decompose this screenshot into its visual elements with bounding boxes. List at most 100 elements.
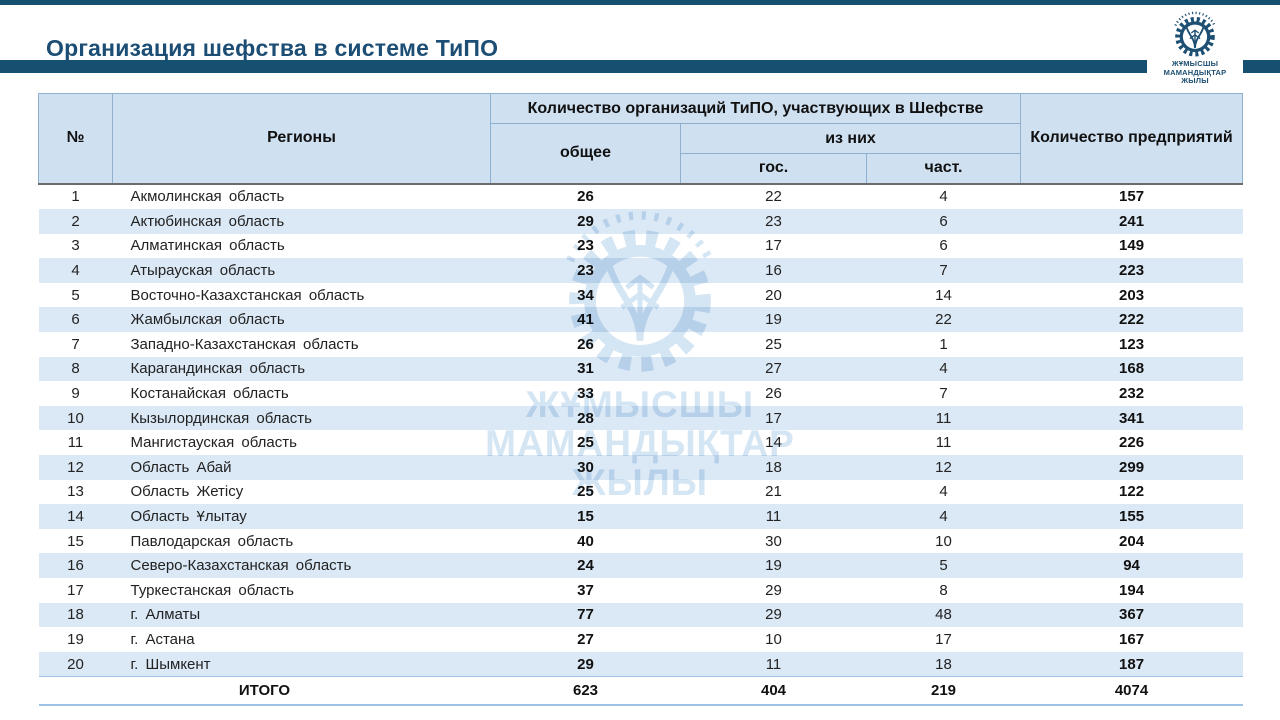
logo-text-line3: ЖЫЛЫ xyxy=(1181,76,1209,85)
cell-state: 17 xyxy=(680,405,867,431)
cell-region: Западно-Казахстанская область xyxy=(130,335,359,353)
col-header-state: гос. xyxy=(680,153,867,185)
cell-total: 26 xyxy=(577,188,594,206)
cell-private: 6 xyxy=(866,209,1021,234)
cell-state: 29 xyxy=(680,602,867,628)
cell-region: Область Ұлытау xyxy=(112,504,491,529)
cell-total: 29 xyxy=(490,209,681,234)
cell-total: 31 xyxy=(490,356,681,382)
header-divider-bar-left xyxy=(0,60,1147,73)
cell-num: 15 xyxy=(67,532,84,550)
cell-state: 11 xyxy=(680,504,867,529)
cell-private: 6 xyxy=(939,237,948,255)
cell-total: 27 xyxy=(577,630,594,648)
cell-state: 21 xyxy=(765,483,782,501)
cell-private: 7 xyxy=(866,258,1021,283)
cell-private: 18 xyxy=(866,651,1021,677)
cell-region: г. Астана xyxy=(130,630,195,648)
top-accent-bar xyxy=(0,0,1280,5)
cell-private: 48 xyxy=(866,602,1021,628)
cell-num: 8 xyxy=(38,356,113,382)
table-row: 7 Западно-Казахстанская область 26 25 1 123 xyxy=(39,332,1243,357)
cell-private: 5 xyxy=(866,553,1021,578)
cell-region: Область Жетісу xyxy=(130,483,244,501)
table-row: 8 Карагандинская область 31 27 4 168 xyxy=(38,356,1243,382)
table-row: 14 Область Ұлытау 15 11 4 155 xyxy=(38,504,1243,529)
col-header-num: № xyxy=(38,93,113,185)
logo-text-line2: МАМАНДЫҚТАР xyxy=(1163,67,1227,77)
cell-region: г. Шымкент xyxy=(112,651,491,677)
cell-num: 7 xyxy=(71,335,80,353)
cell-enterprises: 149 xyxy=(1119,237,1145,255)
cell-enterprises: 203 xyxy=(1119,286,1145,304)
cell-num: 19 xyxy=(67,630,84,648)
cell-state: 19 xyxy=(680,307,867,333)
table-row: 1 Акмолинская область 26 22 4 157 xyxy=(39,184,1243,210)
cell-private: 4 xyxy=(939,188,948,206)
cell-private: 11 xyxy=(935,434,952,452)
cell-total: 28 xyxy=(490,405,681,431)
cell-region: Кызылординская область xyxy=(112,405,491,431)
regions-table-wrap: № Регионы Количество организаций ТиПО, у… xyxy=(38,93,1244,707)
cell-enterprises: 123 xyxy=(1119,335,1145,353)
cell-state: 29 xyxy=(765,581,782,599)
cell-num: 5 xyxy=(71,286,80,304)
cell-private: 22 xyxy=(866,307,1021,333)
col-header-region: Регионы xyxy=(112,93,491,185)
cell-enterprises: 226 xyxy=(1119,434,1145,452)
cell-region: Область Абай xyxy=(112,455,491,480)
page-title: Организация шефства в системе ТиПО xyxy=(46,35,499,62)
table-row: 15 Павлодарская область 40 30 10 204 xyxy=(39,529,1243,554)
table-row: 9 Костанайская область 33 26 7 232 xyxy=(39,381,1243,406)
cell-state: 25 xyxy=(765,335,782,353)
cell-state: 11 xyxy=(680,651,867,677)
cell-enterprises: 157 xyxy=(1119,188,1145,206)
cell-enterprises: 122 xyxy=(1119,483,1145,501)
cell-private: 11 xyxy=(866,405,1021,431)
cell-total: 34 xyxy=(577,286,594,304)
cell-num: 4 xyxy=(38,258,113,283)
cell-total: 26 xyxy=(577,335,594,353)
cell-total: 24 xyxy=(490,553,681,578)
cell-region: Туркестанская область xyxy=(130,581,294,599)
col-header-enterprises: Количество предприятий xyxy=(1020,93,1244,185)
cell-enterprises: 341 xyxy=(1020,405,1243,431)
cell-private: 10 xyxy=(935,532,952,550)
cell-state: 20 xyxy=(765,286,782,304)
cell-enterprises: 167 xyxy=(1119,630,1145,648)
table-row: 16 Северо-Казахстанская область 24 19 5 94 xyxy=(38,553,1243,578)
cell-num: 17 xyxy=(67,581,84,599)
cell-num: 20 xyxy=(38,651,113,677)
cell-num: 2 xyxy=(38,209,113,234)
cell-region: Карагандинская область xyxy=(112,356,491,382)
header-divider-bar-right xyxy=(1243,60,1280,73)
table-row: 13 Область Жетісу 25 21 4 122 xyxy=(39,480,1243,505)
table-body: 1 Акмолинская область 26 22 4 157 2 Актюбинская… xyxy=(38,184,1243,677)
table-row: 12 Область Абай 30 18 12 299 xyxy=(38,455,1243,480)
total-row: ИТОГО 623 404 219 4074 xyxy=(38,676,1243,707)
table-row: 5 Восточно-Казахстанская область 34 20 14 203 xyxy=(39,283,1243,308)
cell-enterprises: 223 xyxy=(1020,258,1243,283)
cell-num: 12 xyxy=(38,455,113,480)
cell-num: 11 xyxy=(67,434,84,452)
cell-region: Мангистауская область xyxy=(130,434,297,452)
cell-enterprises: 94 xyxy=(1020,553,1243,578)
cell-total: 40 xyxy=(577,532,594,550)
cell-state: 16 xyxy=(680,258,867,283)
cell-state: 26 xyxy=(765,385,782,403)
cell-total: 15 xyxy=(490,504,681,529)
total-label: ИТОГО xyxy=(38,676,491,707)
cell-state: 19 xyxy=(680,553,867,578)
cell-num: 10 xyxy=(38,405,113,431)
col-header-of-them: из них xyxy=(679,123,1022,154)
cell-enterprises: 194 xyxy=(1119,581,1145,599)
table-row: 4 Атырауская область 23 16 7 223 xyxy=(38,258,1243,283)
table-row: 11 Мангистауская область 25 14 11 226 xyxy=(39,430,1243,455)
table-row: 3 Алматинская область 23 17 6 149 xyxy=(39,234,1243,259)
total-private: 219 xyxy=(866,676,1021,707)
table-row: 19 г. Астана 27 10 17 167 xyxy=(39,627,1243,652)
table-header: № Регионы Количество организаций ТиПО, у… xyxy=(38,93,1244,185)
cell-state: 22 xyxy=(765,188,782,206)
table-row: 10 Кызылординская область 28 17 11 341 xyxy=(38,405,1243,431)
